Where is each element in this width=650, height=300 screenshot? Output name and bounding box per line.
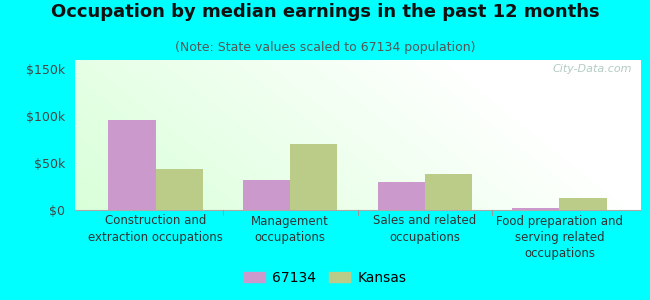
Text: Sales and related
occupations: Sales and related occupations [373, 214, 476, 244]
Bar [243, 180, 290, 210]
Bar [425, 174, 472, 210]
Bar [109, 120, 155, 210]
Text: Food preparation and
serving related
occupations: Food preparation and serving related occ… [496, 214, 623, 260]
Bar [512, 208, 560, 210]
Text: Management
occupations: Management occupations [252, 214, 329, 244]
Text: City-Data.com: City-Data.com [552, 64, 632, 74]
Bar [155, 169, 203, 210]
Text: Occupation by median earnings in the past 12 months: Occupation by median earnings in the pas… [51, 3, 599, 21]
Bar [378, 182, 425, 210]
Bar [560, 198, 606, 210]
Bar [290, 144, 337, 210]
Text: (Note: State values scaled to 67134 population): (Note: State values scaled to 67134 popu… [175, 40, 475, 53]
Text: Construction and
extraction occupations: Construction and extraction occupations [88, 214, 223, 244]
Legend: 67134, Kansas: 67134, Kansas [238, 265, 412, 290]
